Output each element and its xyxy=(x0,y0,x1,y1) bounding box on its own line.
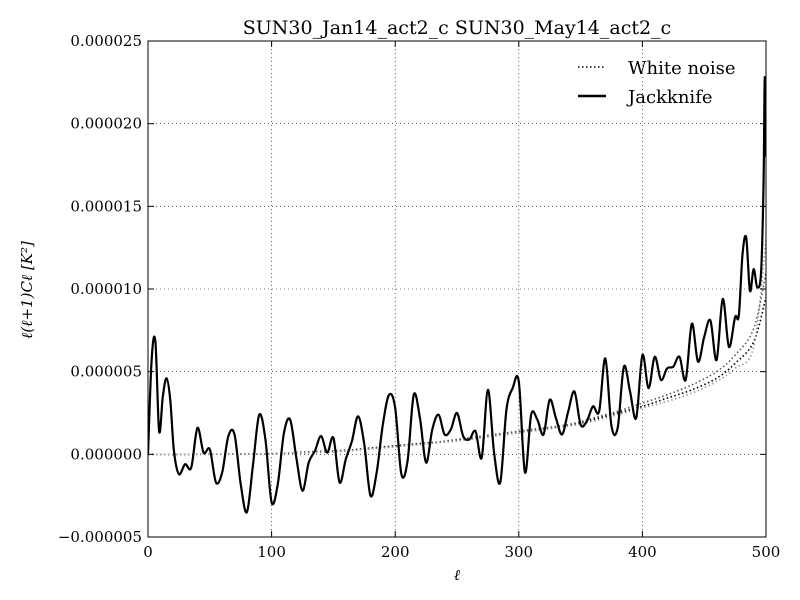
y-tick-label: 0.000000 xyxy=(70,445,142,463)
series-line-jackknife-3 xyxy=(148,76,766,514)
plot-area xyxy=(148,76,766,514)
legend-label-jackknife: Jackknife xyxy=(626,87,713,108)
x-tick-label: 100 xyxy=(257,543,286,561)
x-axis-label: ℓ xyxy=(454,566,460,584)
y-tick-label: 0.000015 xyxy=(70,197,142,215)
legend-label-white-noise: White noise xyxy=(628,58,736,79)
x-tick-label: 300 xyxy=(504,543,533,561)
y-axis-label: ℓ(ℓ+1)Cℓ [K²] xyxy=(18,241,36,339)
chart-title: SUN30_Jan14_act2_c SUN30_May14_act2_c xyxy=(243,17,671,39)
grid xyxy=(148,41,766,537)
series-line-white-noise-2 xyxy=(148,239,766,456)
x-tick-label: 500 xyxy=(752,543,781,561)
legend: White noise Jackknife xyxy=(578,58,736,108)
series-line-white-noise-0 xyxy=(148,297,766,456)
axis-ticks: 0 100 200 300 400 500 −0.000005 0.000000 0.00000… xyxy=(58,32,780,561)
series-line-white-noise-1 xyxy=(148,272,766,456)
y-tick-label: 0.000020 xyxy=(70,115,142,133)
x-tick-label: 0 xyxy=(143,543,153,561)
y-tick-label: 0.000010 xyxy=(70,280,142,298)
x-tick-label: 200 xyxy=(381,543,410,561)
y-tick-label: 0.000025 xyxy=(70,32,142,50)
y-tick-label: 0.000005 xyxy=(70,363,142,381)
x-tick-label: 400 xyxy=(628,543,657,561)
y-tick-label: −0.000005 xyxy=(58,528,142,546)
